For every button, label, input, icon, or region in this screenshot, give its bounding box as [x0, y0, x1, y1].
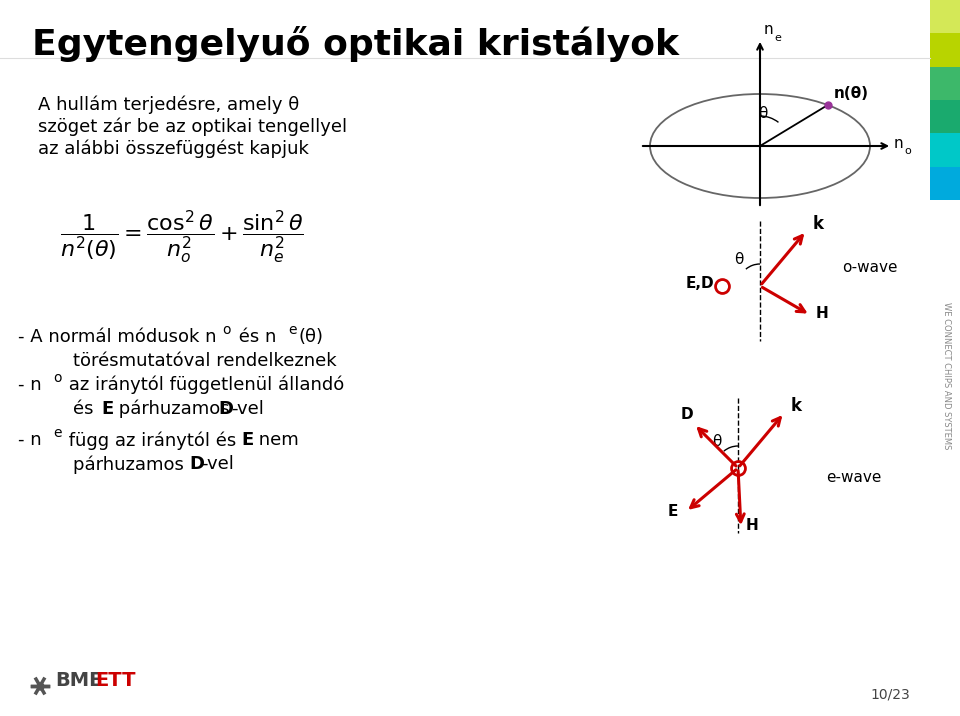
Text: θ: θ: [712, 434, 721, 449]
Text: θ: θ: [757, 107, 767, 121]
Text: e-wave: e-wave: [826, 470, 881, 485]
Text: D: D: [680, 407, 693, 422]
Text: o-wave: o-wave: [842, 261, 898, 276]
Text: -vel: -vel: [201, 455, 234, 473]
Text: E: E: [101, 400, 113, 418]
Bar: [930, 100, 960, 133]
Text: E: E: [668, 504, 679, 518]
Text: e: e: [288, 323, 297, 337]
Text: θ: θ: [734, 252, 743, 267]
Text: H: H: [815, 306, 828, 321]
Text: Egytengelyuő optikai kristályok: Egytengelyuő optikai kristályok: [32, 26, 679, 62]
Text: o: o: [904, 146, 911, 156]
Text: - n: - n: [18, 431, 41, 449]
Text: H: H: [746, 518, 758, 533]
Text: párhuzamos: párhuzamos: [73, 455, 190, 473]
Text: és n: és n: [233, 328, 276, 346]
Text: - n: - n: [18, 376, 41, 394]
Text: törésmutatóval rendelkeznek: törésmutatóval rendelkeznek: [73, 352, 337, 370]
Text: k: k: [812, 215, 824, 233]
Text: o: o: [222, 323, 230, 337]
Text: D: D: [189, 455, 204, 473]
Text: az iránytól függetlenül állandó: az iránytól függetlenül állandó: [63, 376, 345, 395]
Text: függ az iránytól és: függ az iránytól és: [63, 431, 242, 450]
Bar: [930, 133, 960, 167]
Text: (θ): (θ): [298, 328, 323, 346]
Text: $\dfrac{1}{n^2(\theta)} = \dfrac{\cos^2\theta}{n_o^2} + \dfrac{\sin^2\theta}{n_e: $\dfrac{1}{n^2(\theta)} = \dfrac{\cos^2\…: [60, 208, 304, 266]
Text: A hullám terjedésre, amely θ: A hullám terjedésre, amely θ: [38, 96, 300, 115]
Bar: [930, 167, 960, 200]
Text: n(θ): n(θ): [833, 86, 869, 101]
Bar: [930, 67, 960, 100]
Bar: [930, 34, 960, 67]
Text: - A normál módusok n: - A normál módusok n: [18, 328, 217, 346]
Text: az alábbi összefüggést kapjuk: az alábbi összefüggést kapjuk: [38, 140, 309, 158]
Text: o: o: [53, 371, 61, 385]
Text: ETT: ETT: [95, 672, 135, 690]
Text: e: e: [774, 33, 780, 43]
Text: n: n: [764, 22, 774, 37]
Text: k: k: [790, 397, 802, 415]
Text: WE CONNECT CHIPS AND SYSTEMS: WE CONNECT CHIPS AND SYSTEMS: [943, 302, 951, 450]
Text: n: n: [894, 137, 903, 152]
Text: E,D: E,D: [685, 276, 714, 291]
Text: D: D: [218, 400, 233, 418]
Bar: [930, 0, 960, 34]
Text: e: e: [53, 426, 61, 440]
Text: E: E: [241, 431, 253, 449]
Text: nem: nem: [253, 431, 299, 449]
Text: BME: BME: [55, 672, 103, 690]
Text: -vel: -vel: [231, 400, 264, 418]
Text: 10/23: 10/23: [871, 687, 910, 701]
Text: és: és: [73, 400, 99, 418]
Text: szöget zár be az optikai tengellyel: szöget zár be az optikai tengellyel: [38, 118, 348, 137]
Text: párhuzamos: párhuzamos: [113, 400, 235, 418]
